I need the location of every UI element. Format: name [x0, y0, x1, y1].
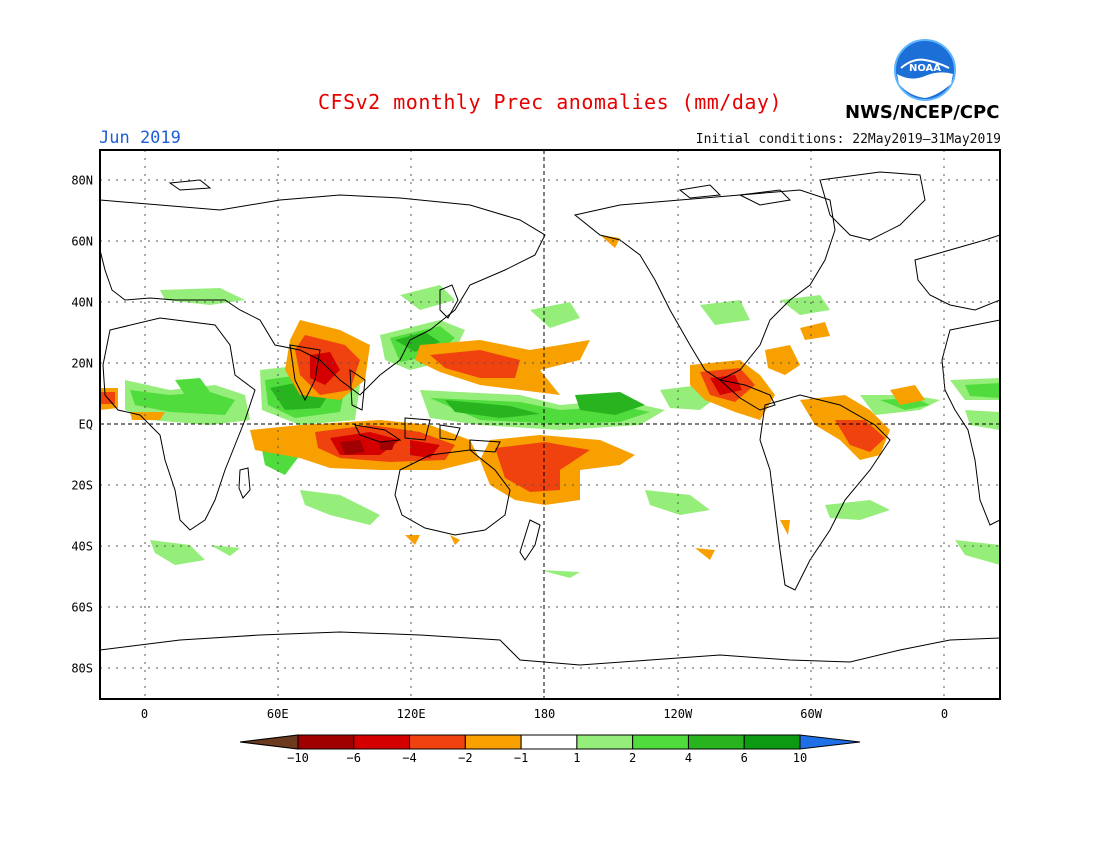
forecast-month: Jun 2019: [99, 128, 181, 148]
svg-text:NOAA: NOAA: [909, 63, 941, 74]
map-grid: [100, 150, 1000, 699]
colorbar-swatch: [409, 734, 466, 750]
colorbar-labels: −10 −6 −4 −2 −1 1 2 4 6 10: [287, 751, 807, 765]
colorbar-label: 4: [685, 751, 692, 765]
colorbar-swatch: [297, 734, 355, 750]
lon-label: 120W: [663, 707, 693, 721]
colorbar-swatch: [687, 734, 745, 750]
colorbar-swatch: [353, 734, 411, 750]
colorbar-swatch: [632, 734, 689, 750]
anomaly-dark-red: [340, 440, 395, 455]
lon-label: 60E: [267, 707, 289, 721]
colorbar-label: −2: [458, 751, 472, 765]
colorbar-swatch: [520, 734, 578, 750]
map-title: CFSv2 monthly Prec anomalies (mm/day): [317, 90, 783, 114]
longitude-labels: 0 60E 120E 180 120W 60W 0: [141, 707, 948, 721]
lon-label: 60W: [800, 707, 822, 721]
lat-label: 20N: [71, 357, 93, 371]
lat-label: 40N: [71, 296, 93, 310]
colorbar-swatch: [576, 734, 634, 750]
colorbar-swatch: [799, 734, 861, 750]
equator-dateline: [100, 150, 1000, 699]
coastlines: [100, 171, 1000, 666]
lat-label: 80S: [71, 662, 93, 676]
colorbar-label: 6: [741, 751, 748, 765]
colorbar-label: −4: [402, 751, 416, 765]
colorbar-label: −6: [347, 751, 361, 765]
colorbar-label: −10: [287, 751, 309, 765]
colorbar-swatch: [464, 734, 522, 750]
lat-label: 20S: [71, 479, 93, 493]
noaa-logo: NOAA: [893, 38, 957, 102]
initial-conditions: Initial conditions: 22May2019–31May2019: [695, 132, 1001, 147]
colorbar-swatch: [239, 734, 299, 750]
lon-label: 180: [534, 707, 556, 721]
lon-label: 0: [141, 707, 148, 721]
latitude-labels: 80N 60N 40N 20N EQ 20S 40S 60S 80S: [71, 174, 93, 676]
lat-label: EQ: [79, 418, 93, 432]
colorbar-label: −1: [514, 751, 528, 765]
agency-label: NWS/NCEP/CPC: [845, 102, 1000, 123]
lat-label: 80N: [71, 174, 93, 188]
colorbar-label: 1: [573, 751, 580, 765]
lon-label: 0: [941, 707, 948, 721]
colorbar: [239, 734, 861, 750]
map-frame: [99, 149, 1001, 700]
lat-label: 60S: [71, 601, 93, 615]
lat-label: 60N: [71, 235, 93, 249]
lon-label: 120E: [397, 707, 426, 721]
colorbar-swatch: [743, 734, 801, 750]
lat-label: 40S: [71, 540, 93, 554]
colorbar-label: 10: [793, 751, 807, 765]
colorbar-label: 2: [629, 751, 636, 765]
